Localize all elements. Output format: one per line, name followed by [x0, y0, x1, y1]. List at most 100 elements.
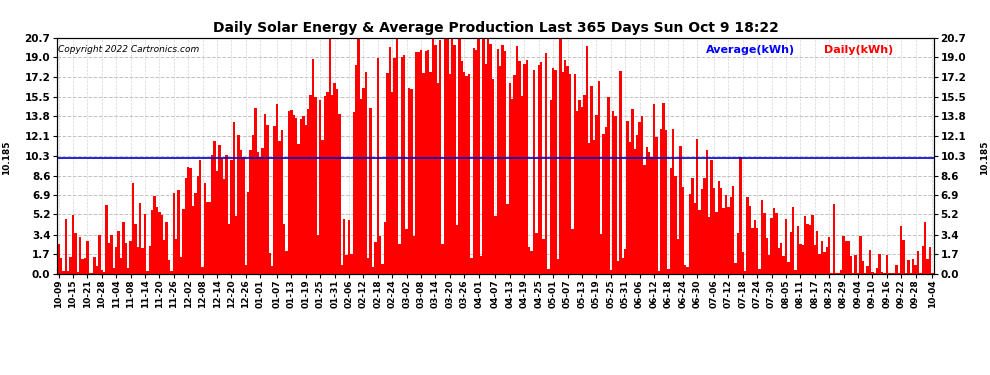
- Bar: [322, 140, 324, 274]
- Bar: [732, 186, 735, 274]
- Bar: [418, 52, 420, 274]
- Bar: [819, 254, 821, 274]
- Bar: [655, 137, 657, 274]
- Bar: [785, 219, 787, 274]
- Bar: [442, 244, 444, 274]
- Bar: [259, 157, 261, 274]
- Bar: [797, 226, 799, 274]
- Bar: [876, 268, 878, 274]
- Bar: [566, 66, 568, 274]
- Bar: [425, 51, 427, 274]
- Bar: [344, 219, 346, 274]
- Bar: [468, 74, 470, 274]
- Bar: [802, 245, 804, 274]
- Bar: [650, 158, 652, 274]
- Bar: [919, 273, 922, 274]
- Bar: [158, 212, 160, 274]
- Bar: [684, 266, 686, 274]
- Bar: [278, 141, 280, 274]
- Bar: [823, 252, 826, 274]
- Bar: [135, 225, 137, 274]
- Bar: [423, 73, 425, 274]
- Bar: [723, 209, 725, 274]
- Bar: [261, 148, 264, 274]
- Bar: [160, 215, 163, 274]
- Bar: [799, 244, 802, 274]
- Bar: [360, 99, 362, 274]
- Bar: [204, 183, 206, 274]
- Bar: [430, 72, 432, 274]
- Bar: [341, 265, 344, 274]
- Bar: [790, 232, 792, 274]
- Bar: [737, 232, 740, 274]
- Bar: [256, 152, 259, 274]
- Bar: [624, 249, 627, 274]
- Bar: [189, 168, 192, 274]
- Bar: [238, 135, 240, 274]
- Bar: [391, 93, 393, 274]
- Bar: [91, 273, 93, 274]
- Bar: [811, 214, 814, 274]
- Bar: [132, 183, 135, 274]
- Bar: [317, 235, 319, 274]
- Bar: [677, 239, 679, 274]
- Bar: [898, 273, 900, 274]
- Bar: [192, 206, 194, 274]
- Bar: [794, 270, 797, 274]
- Bar: [437, 82, 440, 274]
- Bar: [559, 38, 561, 274]
- Bar: [816, 231, 819, 274]
- Bar: [600, 234, 602, 274]
- Bar: [214, 141, 216, 274]
- Bar: [393, 58, 396, 274]
- Bar: [465, 76, 468, 274]
- Text: Copyright 2022 Cartronics.com: Copyright 2022 Cartronics.com: [58, 45, 200, 54]
- Bar: [440, 40, 442, 274]
- Bar: [302, 116, 305, 274]
- Bar: [763, 213, 765, 274]
- Bar: [770, 218, 773, 274]
- Bar: [218, 145, 221, 274]
- Bar: [482, 38, 485, 274]
- Bar: [357, 38, 360, 274]
- Bar: [551, 69, 554, 274]
- Bar: [915, 265, 917, 274]
- Bar: [617, 261, 619, 274]
- Bar: [543, 239, 545, 274]
- Bar: [540, 62, 543, 274]
- Bar: [641, 116, 644, 274]
- Bar: [519, 62, 521, 274]
- Bar: [773, 208, 775, 274]
- Bar: [536, 233, 538, 274]
- Bar: [610, 270, 612, 274]
- Bar: [746, 197, 748, 274]
- Bar: [585, 46, 588, 274]
- Bar: [283, 224, 285, 274]
- Bar: [869, 250, 871, 274]
- Bar: [446, 38, 448, 274]
- Bar: [715, 212, 718, 274]
- Bar: [782, 256, 785, 274]
- Bar: [804, 216, 806, 274]
- Bar: [389, 46, 391, 274]
- Bar: [401, 57, 403, 274]
- Bar: [838, 273, 840, 274]
- Bar: [432, 38, 435, 274]
- Bar: [374, 242, 376, 274]
- Bar: [703, 178, 706, 274]
- Bar: [148, 246, 151, 274]
- Bar: [708, 217, 711, 274]
- Text: 10.185: 10.185: [2, 140, 11, 175]
- Bar: [504, 51, 506, 274]
- Bar: [172, 192, 175, 274]
- Bar: [627, 121, 629, 274]
- Bar: [506, 204, 509, 274]
- Bar: [669, 168, 672, 274]
- Bar: [672, 129, 674, 274]
- Bar: [516, 46, 519, 274]
- Bar: [211, 155, 214, 274]
- Bar: [240, 150, 243, 274]
- Bar: [932, 273, 934, 274]
- Bar: [758, 270, 760, 274]
- Bar: [521, 96, 523, 274]
